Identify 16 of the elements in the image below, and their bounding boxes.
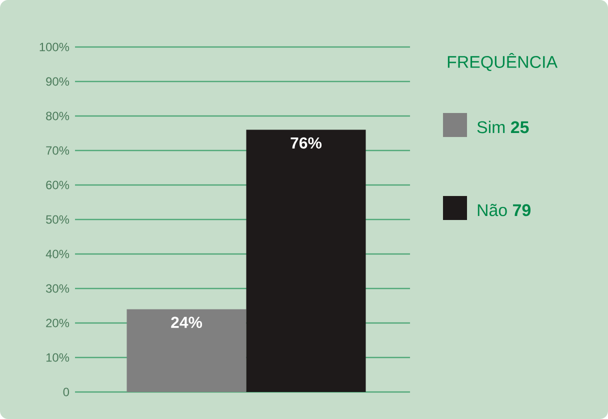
y-tick-label: 90% — [46, 77, 70, 86]
y-tick-label: 80% — [46, 112, 70, 120]
data-label: 76% — [290, 137, 322, 149]
legend-label: Não 79 — [478, 204, 531, 216]
y-tick-label: 20% — [46, 318, 70, 328]
y-tick-label: 10% — [46, 353, 70, 362]
legend-label: Sim 25 — [477, 120, 529, 134]
legend-title: FREQUÊNCIA — [448, 53, 558, 72]
y-tick-label: 100% — [40, 42, 70, 52]
y-tick-label: 70% — [46, 146, 70, 155]
data-label: 24% — [171, 316, 202, 328]
y-tick-label: 0 — [63, 388, 70, 396]
y-tick-label: 30% — [46, 284, 70, 293]
y-tick-label: 40% — [46, 250, 70, 258]
y-tick-label: 60% — [46, 180, 70, 190]
y-tick-label: 50% — [46, 215, 70, 224]
